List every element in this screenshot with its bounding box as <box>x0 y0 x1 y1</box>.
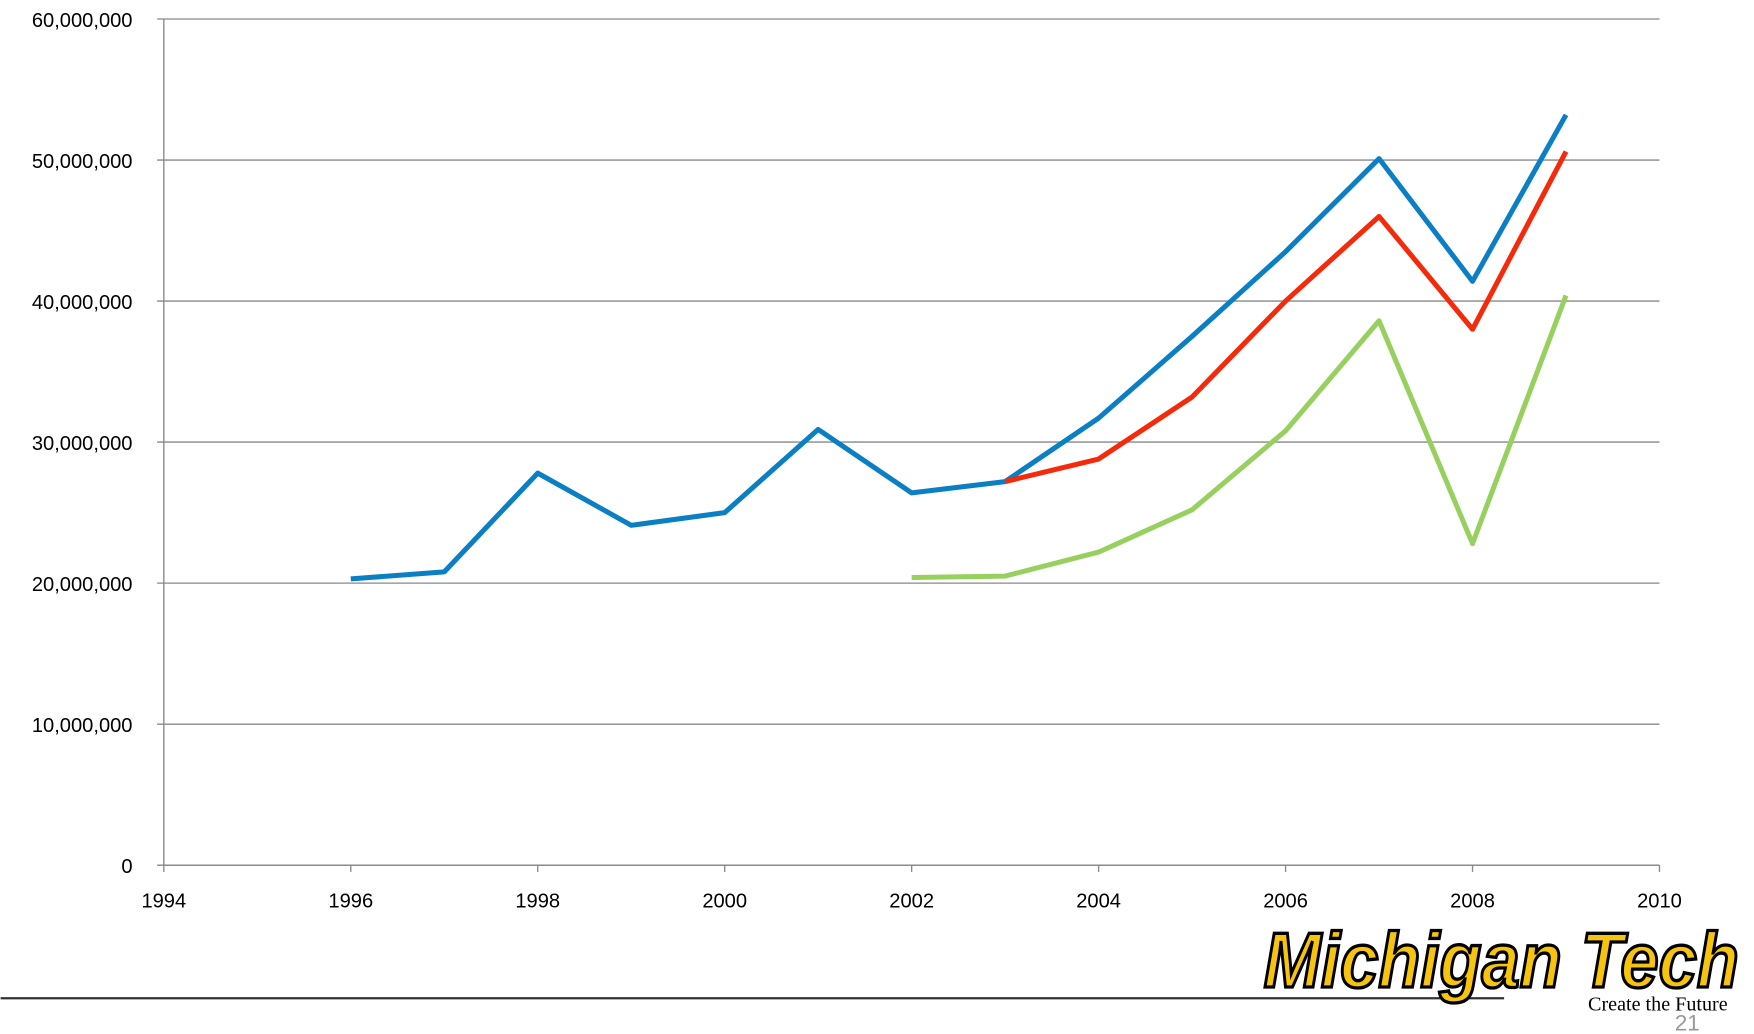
logo-tagline: Create the Future <box>1588 994 1728 1016</box>
x-tick-label: 1994 <box>141 891 186 913</box>
y-tick-label: 40,000,000 <box>32 292 133 314</box>
x-tick-label: 1998 <box>515 891 560 913</box>
x-tick-label: 2004 <box>1076 891 1121 913</box>
series-line <box>911 294 1569 581</box>
x-tick-label: 2000 <box>702 891 747 913</box>
series-line <box>1004 150 1569 485</box>
y-tick-label: 50,000,000 <box>32 151 133 173</box>
page-number: 21 <box>1675 1011 1700 1034</box>
logo-name: Michigan Tech <box>1264 916 1739 1004</box>
y-tick-label: 20,000,000 <box>32 574 133 596</box>
x-tick-label: 2008 <box>1450 891 1495 913</box>
y-tick-label: 60,000,000 <box>32 10 133 32</box>
y-tick-label: 0 <box>121 856 132 878</box>
series-line <box>350 113 1569 582</box>
x-tick-label: 1996 <box>328 891 373 913</box>
x-tick-label: 2002 <box>889 891 934 913</box>
y-tick-label: 30,000,000 <box>32 433 133 455</box>
x-tick-label: 2010 <box>1637 891 1682 913</box>
y-tick-label: 10,000,000 <box>32 715 133 737</box>
x-tick-label: 2006 <box>1263 891 1308 913</box>
